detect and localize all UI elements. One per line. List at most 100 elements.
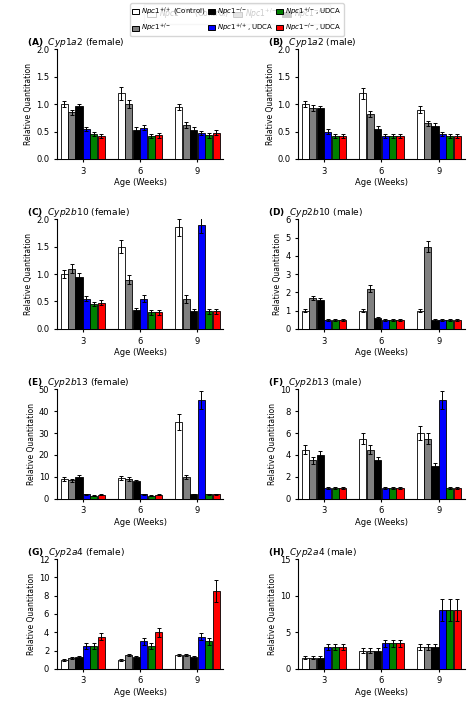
Bar [431, 647, 438, 669]
Bar [424, 439, 431, 499]
Text: $\bf{(H)}$  $\it{Cyp2a4}$ (male): $\bf{(H)}$ $\it{Cyp2a4}$ (male) [268, 546, 357, 559]
Bar [447, 320, 454, 329]
Bar [454, 136, 461, 159]
Bar [198, 637, 205, 669]
Bar [190, 311, 197, 329]
Bar [61, 274, 68, 329]
Bar [75, 277, 82, 329]
Bar [182, 477, 190, 499]
Bar [140, 641, 147, 669]
Bar [389, 320, 396, 329]
Bar [366, 449, 374, 499]
Bar [447, 136, 454, 159]
Bar [317, 108, 324, 159]
Bar [389, 488, 396, 499]
Bar [431, 466, 438, 499]
Bar [175, 422, 182, 499]
Bar [125, 479, 132, 499]
Bar [382, 488, 389, 499]
Bar [175, 107, 182, 159]
Bar [140, 298, 147, 329]
Bar [366, 650, 374, 669]
Bar [309, 460, 316, 499]
Bar [212, 132, 219, 159]
Bar [98, 136, 105, 159]
Bar [417, 433, 424, 499]
Bar [332, 136, 339, 159]
Y-axis label: Relative Quantitation: Relative Quantitation [27, 403, 36, 485]
Bar [374, 318, 381, 329]
Bar [417, 310, 424, 329]
Bar [75, 106, 82, 159]
Bar [447, 488, 454, 499]
Y-axis label: Relative Quantitation: Relative Quantitation [24, 63, 33, 145]
Bar [324, 647, 331, 669]
Text: $\bf{(F)}$  $\it{Cyp2b13}$ (male): $\bf{(F)}$ $\it{Cyp2b13}$ (male) [268, 376, 362, 389]
Bar [61, 104, 68, 159]
Bar [83, 494, 90, 499]
Bar [374, 129, 381, 159]
X-axis label: Age (Weeks): Age (Weeks) [355, 178, 408, 187]
Bar [431, 320, 438, 329]
Bar [332, 647, 339, 669]
Bar [125, 279, 132, 329]
Y-axis label: Relative Quantitation: Relative Quantitation [273, 233, 283, 315]
Text: $\bf{(D)}$  $\it{Cyp2b10}$ (male): $\bf{(D)}$ $\it{Cyp2b10}$ (male) [268, 206, 363, 219]
Bar [61, 479, 68, 499]
X-axis label: Age (Weeks): Age (Weeks) [355, 348, 408, 358]
Bar [133, 482, 140, 499]
Bar [309, 298, 316, 329]
Bar [366, 114, 374, 159]
Y-axis label: Relative Quantitation: Relative Quantitation [265, 63, 274, 145]
Bar [212, 311, 219, 329]
X-axis label: Age (Weeks): Age (Weeks) [355, 518, 408, 527]
Bar [155, 632, 162, 669]
Y-axis label: Relative Quantitation: Relative Quantitation [24, 233, 33, 315]
Bar [148, 646, 155, 669]
Bar [83, 646, 90, 669]
Bar [205, 494, 212, 499]
Bar [359, 439, 366, 499]
Bar [374, 460, 381, 499]
Bar [125, 655, 132, 669]
Bar [118, 478, 125, 499]
Bar [324, 132, 331, 159]
Bar [91, 304, 98, 329]
Bar [439, 320, 446, 329]
Bar [68, 113, 75, 159]
Bar [212, 591, 219, 669]
Bar [155, 495, 162, 499]
X-axis label: Age (Weeks): Age (Weeks) [114, 518, 166, 527]
Bar [332, 320, 339, 329]
Bar [175, 227, 182, 329]
Bar [396, 136, 403, 159]
Bar [339, 488, 346, 499]
Bar [439, 400, 446, 499]
Legend: $Npc1^{+/+}$ (Control), $Npc1^{+/-}$, $Npc1^{-/-}$, $Npc1^{+/+}$, UDCA, $Npc1^{+: $Npc1^{+/+}$ (Control), $Npc1^{+/-}$, $N… [130, 4, 344, 36]
Bar [190, 494, 197, 499]
Bar [118, 246, 125, 329]
Bar [417, 647, 424, 669]
Bar [424, 123, 431, 159]
Bar [182, 125, 190, 159]
Bar [133, 310, 140, 329]
Bar [302, 449, 309, 499]
Bar [75, 657, 82, 669]
Text: $\bf{(C)}$  $\it{Cyp2b10}$ (female): $\bf{(C)}$ $\it{Cyp2b10}$ (female) [27, 206, 130, 219]
Bar [396, 643, 403, 669]
Y-axis label: Relative Quantitation: Relative Quantitation [268, 573, 277, 655]
Bar [118, 660, 125, 669]
Bar [205, 641, 212, 669]
Bar [302, 104, 309, 159]
Bar [324, 488, 331, 499]
Bar [61, 660, 68, 669]
Bar [454, 488, 461, 499]
Bar [205, 135, 212, 159]
Bar [118, 93, 125, 159]
Text: $\bf{(E)}$  $\it{Cyp2b13}$ (female): $\bf{(E)}$ $\it{Cyp2b13}$ (female) [27, 376, 129, 389]
Bar [374, 650, 381, 669]
Y-axis label: Relative Quantitation: Relative Quantitation [27, 573, 36, 655]
Bar [447, 610, 454, 669]
Bar [339, 647, 346, 669]
Bar [198, 225, 205, 329]
